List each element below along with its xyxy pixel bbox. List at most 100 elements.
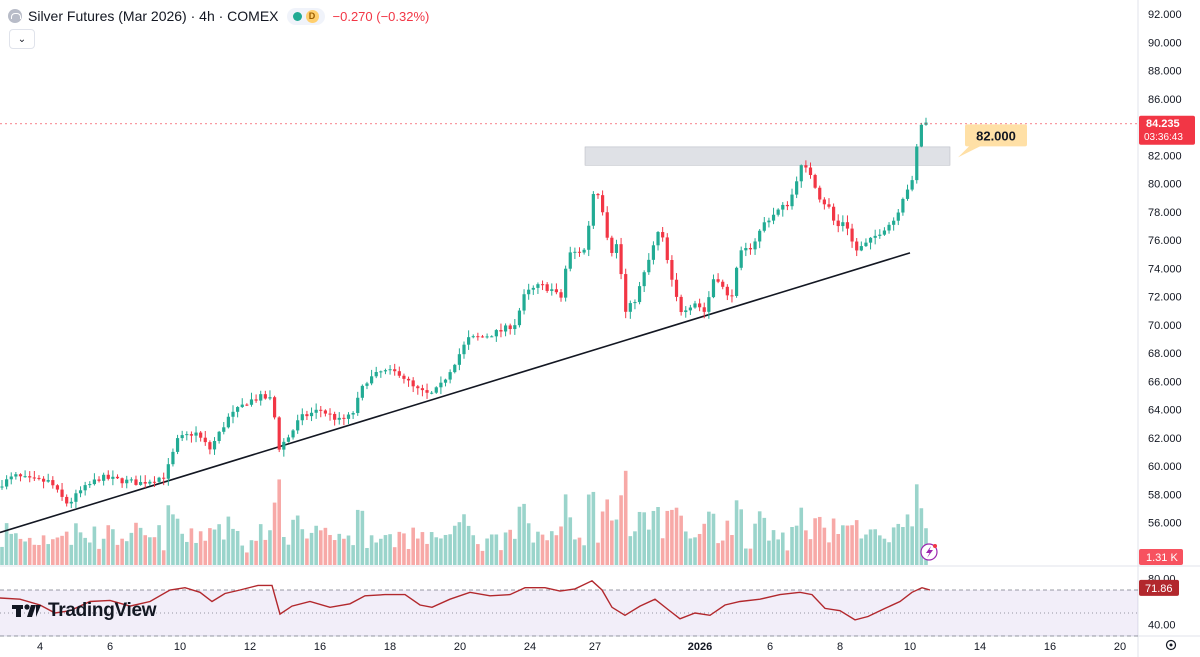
candle-body [194,432,198,436]
candle-body [785,204,789,207]
candle-body [577,251,582,253]
candle-body [910,180,914,190]
volume-bar [827,542,831,565]
volume-bar [591,491,596,565]
volume-bar [665,510,670,565]
candle-body [402,375,406,379]
candle-body [767,220,771,223]
market-status[interactable]: D [286,7,325,25]
symbol-title[interactable]: Silver Futures (Mar 2026) · 4h · COMEX [28,8,279,24]
candle-body [707,297,711,312]
volume-bar [115,544,120,565]
volume-bar [859,538,864,565]
price-annotation[interactable]: 82.000 [958,124,1027,158]
volume-bar [286,544,291,565]
price-tick-label: 60.000 [1148,461,1182,473]
candle-body [41,478,46,482]
candle-body [268,397,272,399]
volume-bar [180,533,184,565]
candle-body [582,249,586,253]
candle-body [559,292,563,298]
tradingview-logo-icon [12,604,41,617]
tradingview-logo[interactable]: TradingView [12,600,157,622]
volume-bar [711,513,716,565]
candle-body [836,220,840,227]
candle-body [393,369,397,372]
candle-body [111,476,115,479]
volume-bar [836,534,841,565]
candle-body [5,479,9,487]
volume-bar [508,529,512,565]
candle-body [610,237,614,253]
candle-body [781,204,785,210]
candle-body [263,394,267,399]
volume-bar [420,532,425,565]
volume-bar [258,524,263,565]
chart-legend: Silver Futures (Mar 2026) · 4h · COMEX D… [8,6,429,26]
volume-bar [208,528,212,565]
volume-bar [873,529,877,565]
candle-body [698,303,702,308]
last-price-label: 84.235 03:36:43 [1139,115,1195,145]
time-tick-label: 6 [767,641,773,653]
candle-body [388,369,392,371]
volume-bar [891,527,896,565]
candle-body [88,484,92,486]
time-tick-label: 8 [837,641,843,653]
volume-bar [277,479,281,565]
resistance-zone[interactable] [584,146,951,166]
volume-bar [780,532,785,565]
candle-body [148,481,152,484]
candle-body [476,336,480,338]
volume-bar [610,520,614,565]
volume-bar [152,537,157,565]
volume-bar [365,547,369,565]
candle-body [587,225,591,250]
candle-body [467,337,471,345]
volume-bar [568,517,573,565]
volume-bars [0,470,928,565]
legend-collapse-button[interactable]: ⌄ [9,29,35,49]
candle-body [296,420,300,431]
volume-bar [882,538,887,565]
volume-bar [878,535,882,565]
volume-bar [14,533,18,565]
candle-body [845,222,850,229]
volume-bar [799,507,804,565]
volume-bar [143,535,148,565]
candle-body [841,222,845,227]
time-tick-label: 14 [974,641,986,653]
settings-gear-icon[interactable] [1165,639,1177,651]
volume-bar [171,514,175,565]
candle-body [734,267,739,296]
candle-body [508,325,512,330]
volume-bar [27,537,32,565]
price-axis[interactable]: 92.00090.00088.00086.00084.00082.00080.0… [1148,9,1182,530]
volume-bar [92,526,97,565]
volume-bar [300,529,305,565]
replay-lightning-icon[interactable] [920,543,938,561]
volume-bar [272,502,277,565]
trendline[interactable] [0,252,911,534]
volume-bar [360,510,365,565]
volume-bar [231,528,235,565]
time-tick-label: 16 [314,641,326,653]
candle-body [411,380,415,387]
volume-bar [245,552,249,565]
candle-body [365,383,369,386]
candle-body [554,289,558,293]
candle-body [896,212,900,221]
volume-bar [41,535,46,565]
candle-body [337,417,341,420]
candle-body [471,336,475,338]
volume-bar [402,533,406,565]
volume-bar [716,543,720,565]
volume-bar [683,531,688,565]
time-tick-label: 24 [524,641,536,653]
price-tick-label: 66.000 [1148,376,1182,388]
candle-body [162,477,166,479]
candle-body [878,234,882,236]
time-axis[interactable]: 4 6 10 12 16 18 20 24 27 2026 6 8 10 14 16 20 [37,641,1126,653]
volume-bar [577,537,582,565]
